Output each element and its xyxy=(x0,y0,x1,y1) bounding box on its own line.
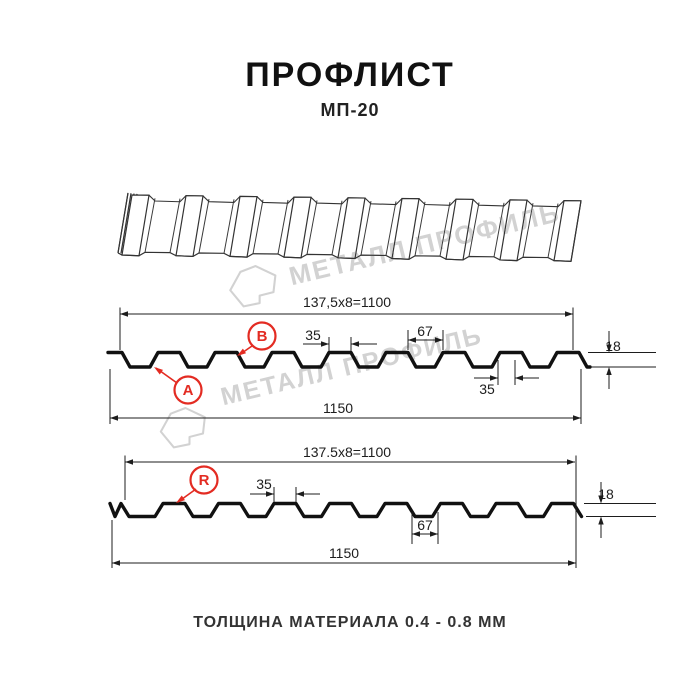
dim-overall-1: 1150 xyxy=(323,400,353,416)
page-title: ПРОФЛИСТ xyxy=(245,56,455,94)
sheet-3d-linework xyxy=(117,192,582,262)
dim-pattern-1: 137,5x8=1100 xyxy=(303,294,391,310)
dim-crest-width-1: 35 xyxy=(305,327,321,343)
dim-crest-spacing-1: 67 xyxy=(417,323,433,339)
profile-2-outline xyxy=(108,501,584,519)
label-r: R xyxy=(199,472,210,489)
profile-1-outline xyxy=(106,350,592,369)
label-b: B xyxy=(257,328,268,345)
thickness-note: ТОЛЩИНА МАТЕРИАЛА 0.4 - 0.8 ММ xyxy=(193,614,507,631)
dim-overall-2: 1150 xyxy=(329,545,359,561)
profile-1-dimensions xyxy=(109,307,656,424)
dim-height-2: 18 xyxy=(598,486,614,502)
profile-2-dimensions xyxy=(111,455,656,568)
label-circle-a xyxy=(173,375,203,405)
label-circle-b xyxy=(247,321,277,351)
label-a: A xyxy=(183,382,194,399)
dim-height-1: 18 xyxy=(605,338,621,354)
product-code: МП-20 xyxy=(320,100,380,120)
dim-valley-width-2: 67 xyxy=(417,517,433,533)
dim-bottom-width-1: 35 xyxy=(479,381,495,397)
label-circle-r xyxy=(189,465,219,495)
dim-crest-width-2: 35 xyxy=(256,476,272,492)
dim-pattern-2: 137.5x8=1100 xyxy=(303,444,391,460)
